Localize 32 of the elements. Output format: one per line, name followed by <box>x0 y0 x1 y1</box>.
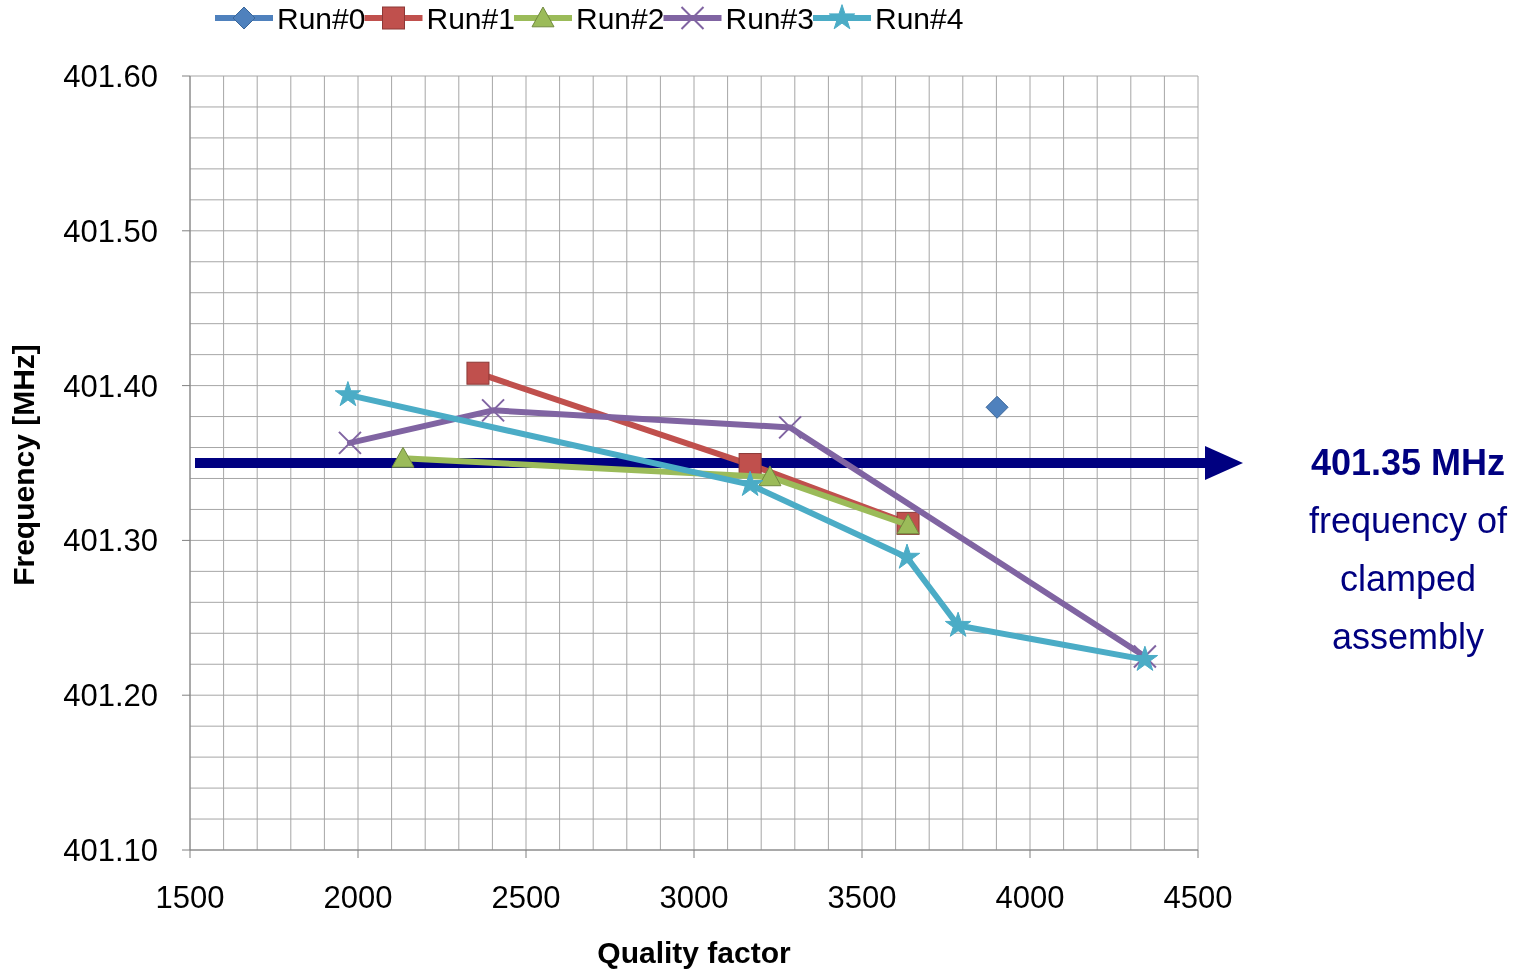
point <box>944 611 972 637</box>
x-tick-label: 3500 <box>827 880 897 915</box>
legend-label: Run#4 <box>875 2 964 35</box>
point <box>985 395 1009 419</box>
x-axis-title: Quality factor <box>597 936 792 969</box>
point <box>758 465 782 487</box>
point <box>391 446 415 468</box>
text: frequency of clamped assembly <box>1308 500 1509 657</box>
point <box>334 381 362 407</box>
point <box>893 543 921 569</box>
legend-label: Run#3 <box>725 2 814 35</box>
ref-line-label: 401.35 MHz <box>1310 442 1506 483</box>
point <box>778 415 803 440</box>
y-tick-label: 401.40 <box>63 368 158 404</box>
x-tick-label: 2500 <box>491 880 561 915</box>
y-tick-label: 401.10 <box>63 833 158 868</box>
point <box>337 430 362 455</box>
x-tick-label: 3000 <box>659 880 729 915</box>
legend-label: Run#2 <box>576 2 665 35</box>
y-tick-label: 401.50 <box>63 213 158 249</box>
legend-label: Run#0 <box>277 2 366 35</box>
y-tick-label: 401.20 <box>63 678 158 714</box>
y-axis-title: Frequency [MHz] <box>7 344 40 586</box>
legend-label: Run#1 <box>426 2 515 35</box>
x-tick-label: 4500 <box>1163 880 1233 915</box>
y-tick-label: 401.30 <box>63 523 158 559</box>
x-tick-label: 2000 <box>323 880 393 915</box>
x-tick-label: 1500 <box>155 880 225 915</box>
x-tick-label: 4000 <box>995 880 1065 915</box>
point <box>481 398 506 423</box>
point <box>466 361 490 385</box>
y-tick-label: 401.60 <box>63 59 158 94</box>
